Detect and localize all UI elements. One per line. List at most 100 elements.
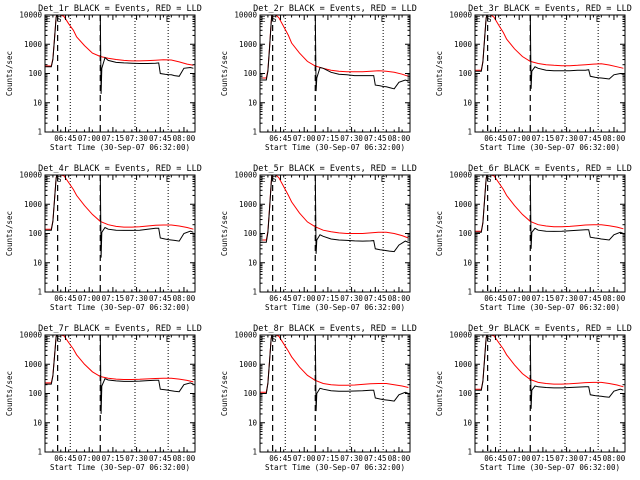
y-tick-label: 10000 bbox=[449, 331, 472, 340]
x-tick-label: 08:00 bbox=[173, 134, 196, 143]
y-axis-label: Counts/sec bbox=[5, 51, 14, 96]
x-tick-label: 07:30 bbox=[340, 134, 363, 143]
plot-frame bbox=[474, 334, 626, 453]
y-tick-label: 10 bbox=[248, 98, 258, 107]
x-tick-label: 07:45 bbox=[149, 294, 172, 303]
y-tick-label: 10 bbox=[33, 418, 43, 427]
x-tick-label: 07:15 bbox=[102, 294, 125, 303]
y-axis-label: Counts/sec bbox=[5, 211, 14, 256]
time-marker-annotation: S bbox=[487, 175, 492, 184]
x-tick-label: 07:00 bbox=[293, 454, 316, 463]
x-tick-label: 06:45 bbox=[54, 454, 77, 463]
chart-panel-det-8r: Det_8r BLACK = Events, RED = LLD 1 10 100 10… bbox=[220, 324, 417, 472]
y-tick-label: 1000 bbox=[454, 200, 473, 209]
plot-frame bbox=[44, 14, 196, 133]
chart-title: Det_8r BLACK = Events, RED = LLD bbox=[253, 324, 417, 334]
x-axis-label: Start Time (30-Sep-07 06:32:00) bbox=[480, 463, 620, 472]
x-tick-label: 07:00 bbox=[508, 134, 531, 143]
x-tick-label: 07:00 bbox=[508, 294, 531, 303]
x-tick-label: 07:30 bbox=[340, 454, 363, 463]
lld-series-line bbox=[260, 175, 409, 241]
chart-panel-det-4r: Det_4r BLACK = Events, RED = LLD 1 10 100 10… bbox=[5, 164, 202, 312]
y-tick-label: 1000 bbox=[24, 40, 43, 49]
plot-frame bbox=[44, 334, 196, 453]
time-marker-annotation: E bbox=[476, 335, 481, 344]
x-tick-label: 07:45 bbox=[364, 134, 387, 143]
y-tick-label: 10000 bbox=[449, 11, 472, 20]
y-tick-label: 1000 bbox=[239, 360, 258, 369]
x-tick-label: 07:45 bbox=[579, 454, 602, 463]
y-tick-label: 1 bbox=[252, 128, 257, 137]
chart-panel-det-3r: Det_3r BLACK = Events, RED = LLD 1 10 100 10… bbox=[435, 4, 632, 152]
y-tick-label: 1 bbox=[37, 128, 42, 137]
y-tick-label: 1 bbox=[467, 128, 472, 137]
y-tick-label: 100 bbox=[243, 229, 257, 238]
plot-frame bbox=[474, 14, 626, 133]
y-axis-label: Counts/sec bbox=[220, 211, 229, 256]
x-tick-label: 06:45 bbox=[269, 454, 292, 463]
y-tick-label: 1 bbox=[252, 288, 257, 297]
y-axis-label: Counts/sec bbox=[435, 371, 444, 416]
x-tick-label: 07:00 bbox=[293, 294, 316, 303]
x-tick-label: 07:30 bbox=[555, 134, 578, 143]
x-tick-label: 07:30 bbox=[555, 294, 578, 303]
y-tick-label: 10 bbox=[33, 258, 43, 267]
x-tick-label: 08:00 bbox=[603, 294, 626, 303]
events-series-line bbox=[475, 175, 624, 249]
y-tick-label: 10 bbox=[463, 258, 473, 267]
x-tick-label: 07:00 bbox=[293, 134, 316, 143]
x-axis-label: Start Time (30-Sep-07 06:32:00) bbox=[265, 463, 405, 472]
x-tick-label: 08:00 bbox=[173, 294, 196, 303]
time-marker-annotation: E bbox=[46, 175, 51, 184]
time-marker-annotation: E bbox=[476, 175, 481, 184]
y-tick-label: 1 bbox=[37, 288, 42, 297]
time-marker-annotation: S bbox=[487, 335, 492, 344]
x-axis-label: Start Time (30-Sep-07 06:32:00) bbox=[50, 143, 190, 152]
y-tick-label: 10 bbox=[463, 418, 473, 427]
time-marker-annotation: E bbox=[596, 15, 601, 24]
time-marker-annotation: E bbox=[476, 15, 481, 24]
y-tick-label: 10000 bbox=[19, 11, 42, 20]
y-tick-label: 10 bbox=[248, 258, 258, 267]
chart-title: Det_2r BLACK = Events, RED = LLD bbox=[253, 4, 417, 14]
chart-panel-det-9r: Det_9r BLACK = Events, RED = LLD 1 10 100 10… bbox=[435, 324, 632, 472]
x-tick-label: 07:45 bbox=[364, 294, 387, 303]
y-tick-label: 10000 bbox=[19, 171, 42, 180]
y-tick-label: 10 bbox=[463, 98, 473, 107]
x-tick-label: 08:00 bbox=[388, 294, 411, 303]
x-tick-label: 07:45 bbox=[364, 454, 387, 463]
time-marker-annotation: E bbox=[261, 15, 266, 24]
x-tick-label: 07:45 bbox=[149, 134, 172, 143]
y-tick-label: 10000 bbox=[19, 331, 42, 340]
x-tick-label: 06:45 bbox=[54, 134, 77, 143]
x-tick-label: 07:45 bbox=[579, 134, 602, 143]
lld-series-line bbox=[260, 335, 409, 393]
plot-frame bbox=[44, 174, 196, 293]
time-marker-annotation: S bbox=[272, 15, 277, 24]
plot-frame bbox=[259, 334, 411, 453]
x-tick-label: 07:00 bbox=[78, 294, 101, 303]
lld-series-line bbox=[45, 15, 194, 67]
y-tick-label: 1 bbox=[252, 448, 257, 457]
x-tick-label: 07:15 bbox=[532, 134, 555, 143]
chart-panel-det-1r: Det_1r BLACK = Events, RED = LLD 1 10 100 10… bbox=[5, 4, 202, 152]
lld-series-line bbox=[475, 335, 624, 390]
lld-series-line bbox=[45, 335, 194, 384]
x-tick-label: 06:45 bbox=[484, 294, 507, 303]
x-tick-label: 07:15 bbox=[317, 294, 340, 303]
lld-series-line bbox=[260, 15, 409, 79]
x-axis-label: Start Time (30-Sep-07 06:32:00) bbox=[50, 303, 190, 312]
events-series-line bbox=[45, 175, 194, 258]
y-axis-label: Counts/sec bbox=[220, 51, 229, 96]
time-marker-annotation: E bbox=[166, 15, 171, 24]
x-tick-label: 07:00 bbox=[78, 134, 101, 143]
x-tick-label: 07:30 bbox=[125, 294, 148, 303]
x-tick-label: 08:00 bbox=[388, 454, 411, 463]
events-series-line bbox=[475, 15, 624, 89]
events-series-line bbox=[260, 335, 409, 412]
x-tick-label: 07:45 bbox=[149, 454, 172, 463]
x-tick-label: 07:15 bbox=[532, 294, 555, 303]
x-tick-label: 08:00 bbox=[388, 134, 411, 143]
x-tick-label: 07:15 bbox=[532, 454, 555, 463]
